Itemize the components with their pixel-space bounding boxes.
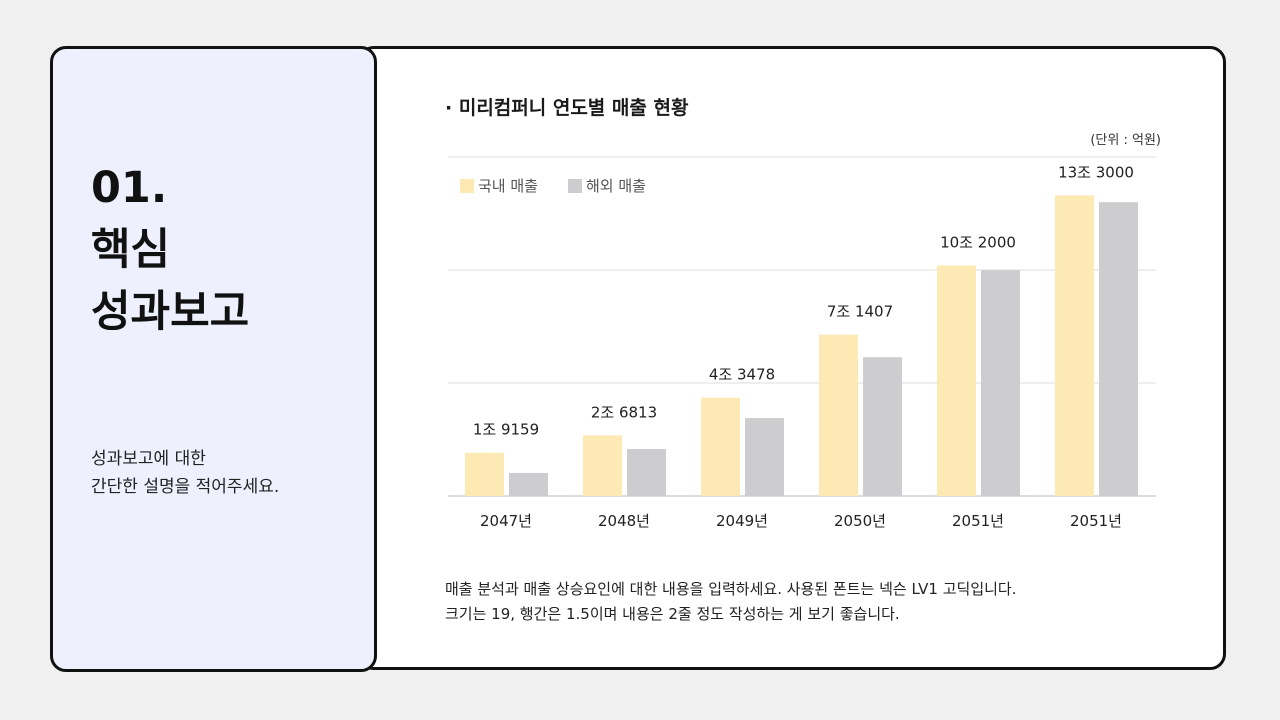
section-title-line: 핵심 [91,225,171,275]
legend-label: 국내 매출 [478,177,538,195]
x-tick-label: 2047년 [480,512,532,530]
bar [701,397,740,496]
section-description: 성과보고에 대한 간단한 설명을 적어주세요. [91,445,279,501]
x-tick-label: 2049년 [716,512,768,530]
x-tick-label: 2051년 [952,512,1004,530]
data-label: 13조 3000 [1058,163,1134,181]
bar [1099,202,1138,496]
footer-text: 매출 분석과 매출 상승요인에 대한 내용을 입력하세요. 사용된 폰트는 넥슨… [445,577,1017,627]
legend: 국내 매출 해외 매출 [460,175,646,196]
bar [819,334,858,496]
data-label: 7조 1407 [827,303,893,321]
desc-line: 성과보고에 대한 [91,449,206,469]
x-tick-label: 2048년 [598,512,650,530]
chart-title: · 미리컴퍼니 연도별 매출 현황 [445,97,689,119]
bar [627,448,666,496]
desc-line: 간단한 설명을 적어주세요. [91,477,280,497]
section-title-line: 성과보고 [91,287,250,337]
bar [863,357,902,496]
legend-swatch [460,179,474,193]
section-title: 01. 핵심 성과보고 [91,157,249,343]
bar [937,265,976,496]
footer-line: 크기는 19, 행간은 1.5이며 내용은 2줄 정도 작성하는 게 보기 좋습… [445,605,900,623]
legend-item: 해외 매출 [567,175,646,196]
data-label: 2조 6813 [591,403,657,421]
data-label: 10조 2000 [940,233,1016,251]
bar [981,270,1020,496]
x-tick-label: 2051년 [1070,512,1122,530]
data-label: 1조 9159 [473,421,539,439]
unit-label: (단위 : 억원) [1090,133,1161,148]
bar [509,472,548,496]
legend-label: 해외 매출 [585,177,646,195]
x-tick-label: 2050년 [834,512,886,530]
bar [465,452,504,496]
legend-swatch [567,179,582,193]
data-label: 4조 3478 [709,366,775,384]
legend-item: 국내 매출 [460,175,538,196]
bar [745,418,784,496]
bar [1055,195,1094,497]
section-panel: 01. 핵심 성과보고 성과보고에 대한 간단한 설명을 적어주세요. [50,46,377,672]
section-number: 01. [91,163,168,213]
footer-line: 매출 분석과 매출 상승요인에 대한 내용을 입력하세요. 사용된 폰트는 넥슨… [445,580,1017,598]
bar [583,435,622,496]
